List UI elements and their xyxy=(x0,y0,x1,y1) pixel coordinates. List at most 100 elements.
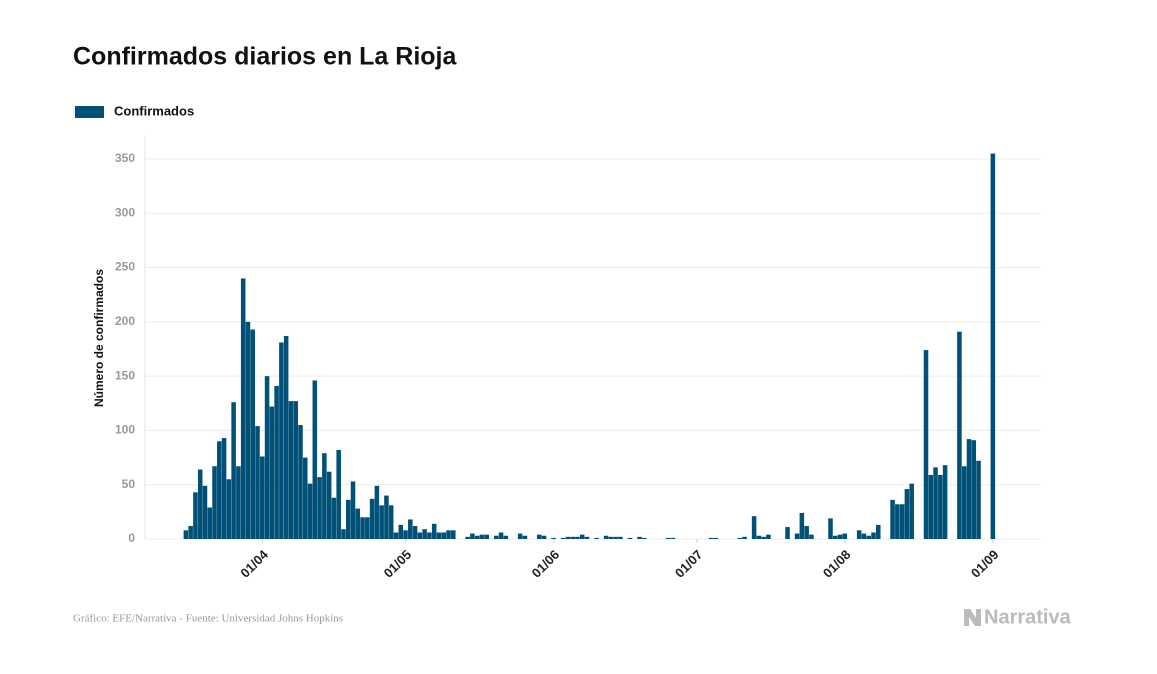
bar xyxy=(833,535,838,539)
bar xyxy=(479,534,485,539)
bar xyxy=(350,481,356,539)
bar xyxy=(871,532,876,539)
x-tick-label: 01/09 xyxy=(968,547,1002,581)
bar xyxy=(837,534,843,539)
bar xyxy=(923,350,929,539)
bar xyxy=(279,342,284,539)
bar xyxy=(293,401,298,539)
bar xyxy=(212,466,217,539)
bar xyxy=(260,456,265,539)
bar xyxy=(298,425,303,539)
bar xyxy=(345,499,351,539)
bar xyxy=(202,485,208,539)
bar xyxy=(465,536,470,539)
bar xyxy=(236,466,241,539)
bar xyxy=(417,532,423,539)
bar xyxy=(890,499,895,539)
bar xyxy=(579,534,585,539)
bar xyxy=(536,534,542,539)
bar xyxy=(751,516,757,539)
bar xyxy=(541,535,547,539)
bar xyxy=(207,507,213,539)
bar xyxy=(584,536,590,539)
bar xyxy=(670,537,676,539)
bar xyxy=(575,536,580,539)
x-tick-label: 01/05 xyxy=(381,547,415,581)
bar xyxy=(374,485,380,539)
bar xyxy=(188,525,193,539)
bar xyxy=(451,530,456,539)
x-tick-label: 01/08 xyxy=(820,547,854,581)
bar xyxy=(197,469,203,539)
y-tick-label: 0 xyxy=(128,531,135,545)
bar xyxy=(866,535,871,539)
bar xyxy=(441,532,446,539)
bar xyxy=(799,512,805,539)
bar xyxy=(603,535,609,539)
bar xyxy=(255,426,260,539)
bar xyxy=(766,534,771,539)
bar xyxy=(713,537,719,539)
bar xyxy=(264,376,270,539)
bar xyxy=(470,533,475,539)
bar xyxy=(427,532,432,539)
bar xyxy=(183,530,189,539)
y-tick-label: 350 xyxy=(115,151,135,165)
bar xyxy=(379,505,384,539)
bar xyxy=(794,533,800,539)
bar xyxy=(971,440,977,539)
bar xyxy=(637,536,642,539)
bar xyxy=(231,402,236,539)
chart-title: Confirmados diarios en La Rioja xyxy=(73,43,457,71)
bar xyxy=(403,530,408,539)
bar xyxy=(307,483,313,539)
bar xyxy=(446,530,451,539)
bar xyxy=(933,467,938,539)
y-tick-label: 150 xyxy=(115,368,135,382)
bar xyxy=(274,385,279,539)
bar xyxy=(522,535,528,539)
bar xyxy=(665,537,671,539)
bar xyxy=(193,492,198,539)
bar xyxy=(804,525,809,539)
bar xyxy=(966,439,972,539)
bar xyxy=(412,525,418,539)
bar xyxy=(761,536,766,539)
bar xyxy=(398,524,404,539)
y-tick-label: 300 xyxy=(115,205,135,219)
bar xyxy=(809,534,814,539)
bar xyxy=(322,453,327,539)
bar xyxy=(904,489,910,539)
bar xyxy=(608,536,614,539)
bar xyxy=(431,523,437,539)
bar xyxy=(613,536,618,539)
bar xyxy=(957,331,962,539)
source: Gráfico: EFE/Narrativa - Fuente: Univers… xyxy=(73,613,343,625)
bar xyxy=(302,457,308,539)
bar xyxy=(388,505,394,539)
x-tick-label: 01/07 xyxy=(672,547,706,581)
bar xyxy=(493,535,499,539)
bar xyxy=(484,534,489,539)
bar xyxy=(312,380,318,539)
bar xyxy=(288,401,294,539)
bar xyxy=(942,465,948,539)
bar xyxy=(990,153,996,540)
bar xyxy=(503,535,509,539)
bar xyxy=(355,508,361,539)
bar xyxy=(875,524,881,539)
bar xyxy=(283,335,289,539)
legend-label: Confirmados xyxy=(114,103,194,118)
bar xyxy=(245,321,251,539)
brand: Narrativa xyxy=(984,606,1072,628)
bar xyxy=(436,532,442,539)
bar xyxy=(517,533,523,539)
x-tick-label: 01/06 xyxy=(529,547,563,581)
bar xyxy=(551,537,556,539)
bar xyxy=(393,532,399,539)
bar xyxy=(785,527,790,539)
bar xyxy=(474,535,480,539)
y-axis-title: Número de confirmados xyxy=(92,269,106,407)
bar xyxy=(828,518,833,539)
bar xyxy=(976,460,981,539)
